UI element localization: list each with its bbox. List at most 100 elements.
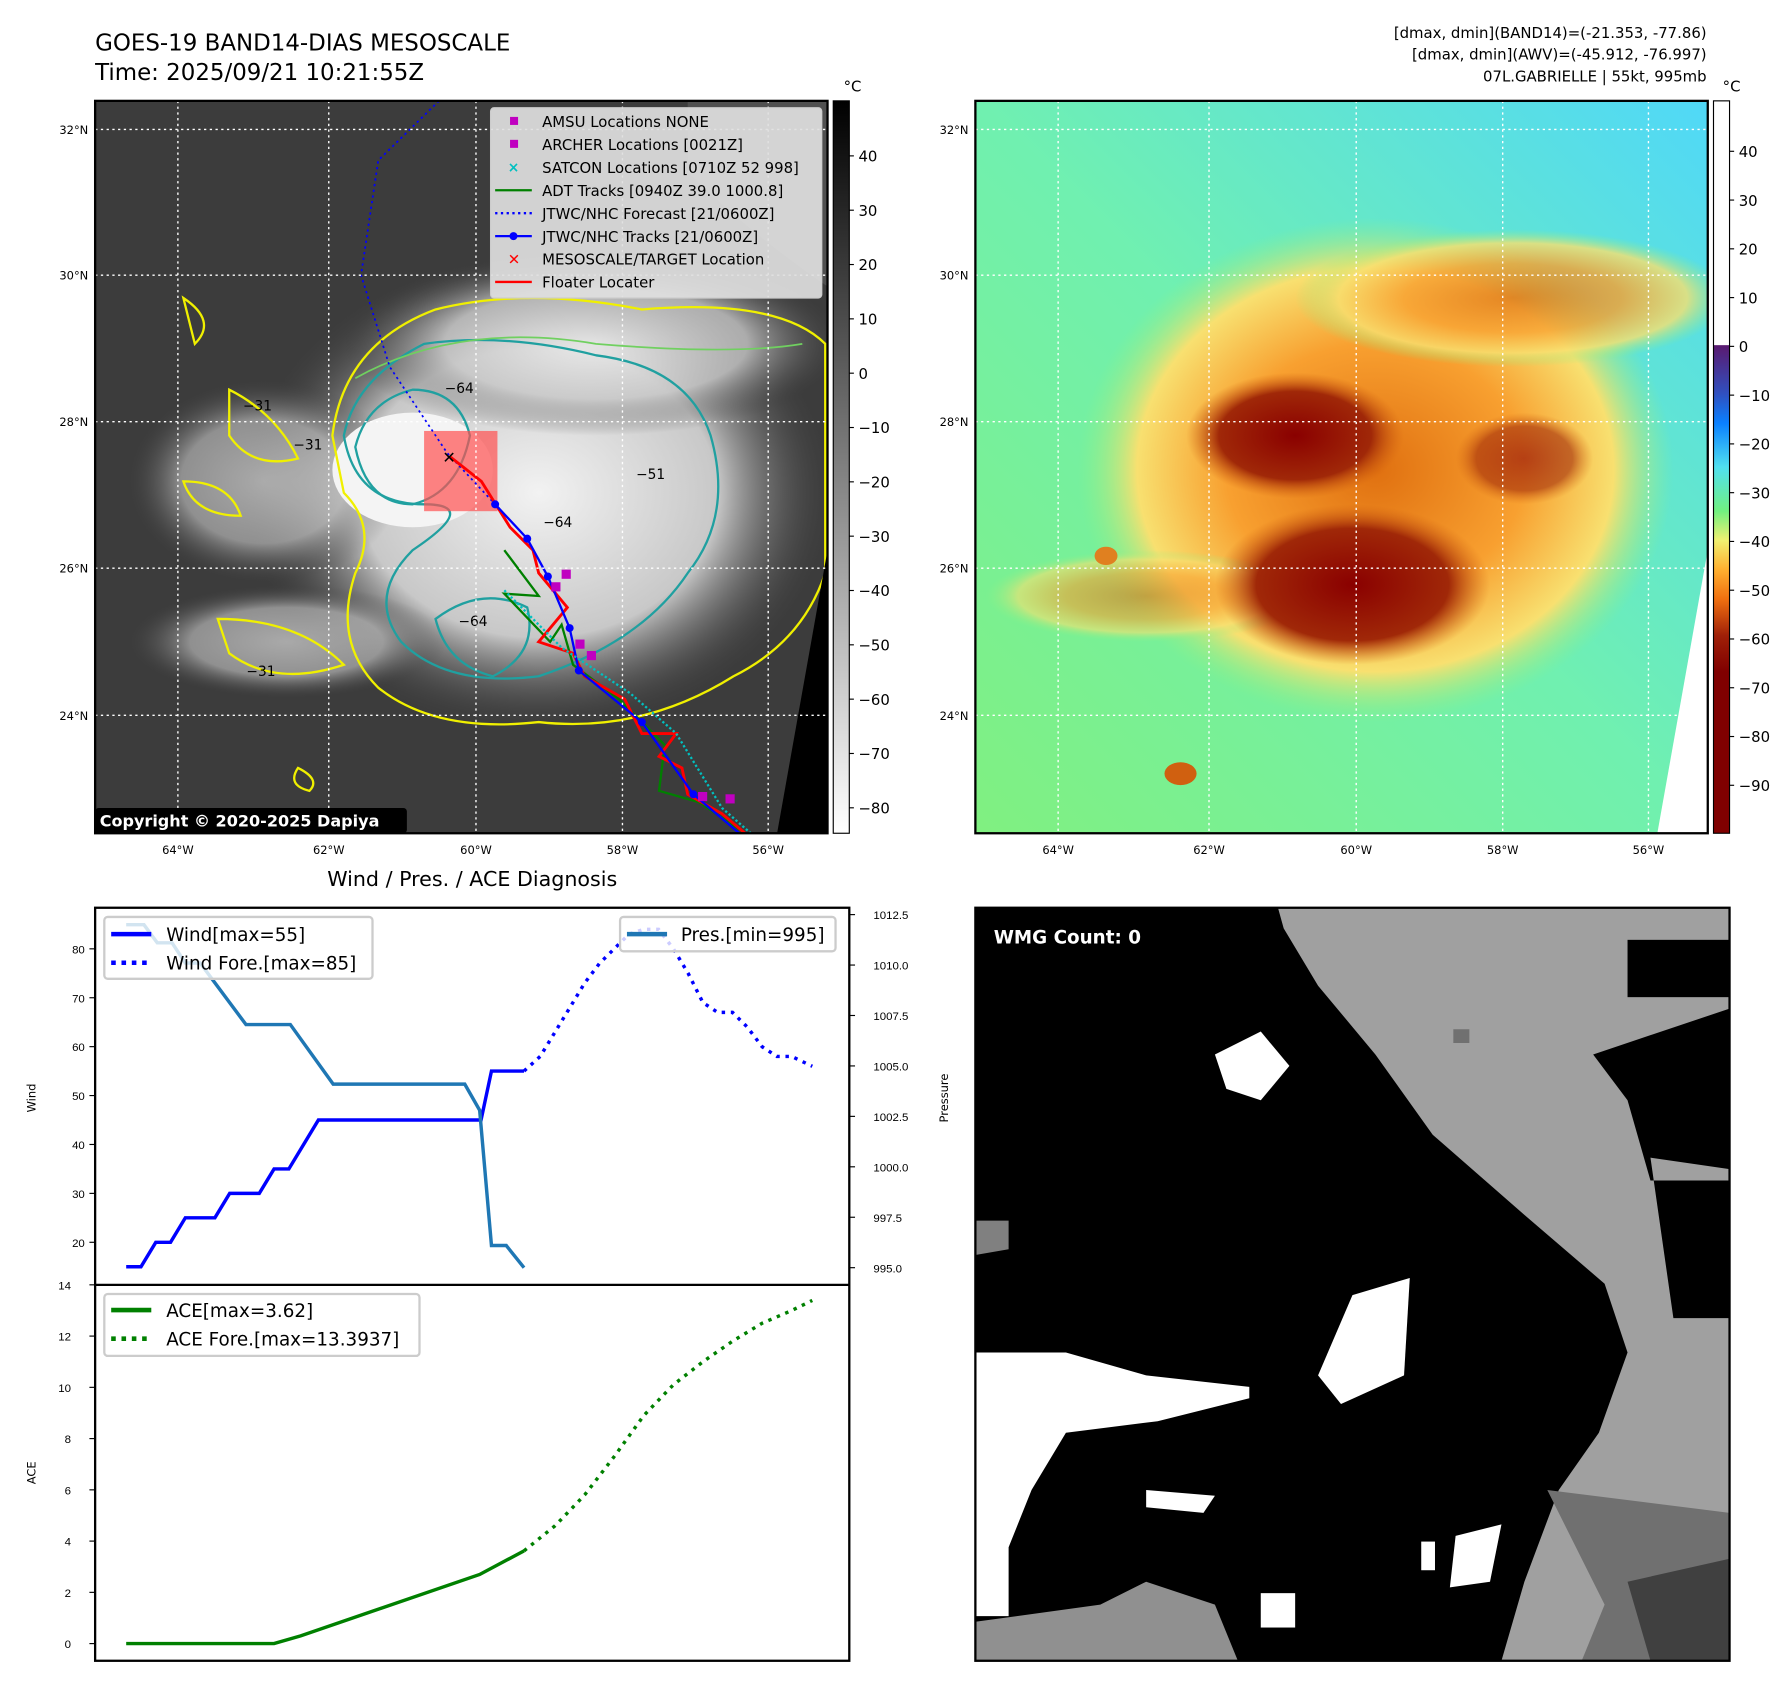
contour-teal: [342, 338, 720, 680]
legend-ace-forecast: ACE Fore.[max=13.3937]: [166, 1330, 399, 1351]
legend-item-label: JTWC/NHC Tracks [21/0600Z]: [541, 228, 758, 246]
legend-item-label: ADT Tracks [0940Z 39.0 1000.8]: [542, 182, 783, 200]
diagnosis-chart: 20304050607080995.0997.51000.01002.51005…: [58, 910, 908, 1651]
square-marker-icon: [510, 116, 519, 125]
legend-item-label: AMSU Locations NONE: [542, 113, 709, 131]
colorbar-tick-label: 0: [858, 365, 867, 383]
contour-label: −31: [293, 437, 322, 453]
contour-label: −31: [243, 398, 272, 414]
lat-label: 32°N: [940, 123, 969, 137]
colorbar-color: [1712, 100, 1731, 834]
info-band14: [dmax, dmin](BAND14)=(-21.353, -77.86): [1394, 24, 1707, 42]
mesoscale-box: [424, 430, 498, 512]
colorbar-tick-label: 30: [1739, 192, 1758, 210]
colorbar-tick-label: 40: [1739, 143, 1758, 161]
contour-yellow: [331, 296, 827, 726]
lon-label: 56°W: [1633, 843, 1665, 857]
contour-label: −31: [246, 664, 275, 680]
lon-label: 58°W: [607, 843, 639, 857]
x-marker-icon: ✕: [508, 251, 520, 269]
colorbar-unit: °C: [1723, 78, 1741, 96]
colorbar-tick-label: −10: [1739, 387, 1770, 405]
x-marker-icon: ×: [508, 160, 520, 176]
colorbar-tick-label: −50: [858, 637, 889, 655]
colorbar-tick-label: −50: [1739, 582, 1770, 600]
jtwc-forecast-track: [360, 100, 496, 505]
wind-tick-label: 50: [72, 1091, 85, 1103]
pressure-tick-label: 997.5: [873, 1213, 902, 1225]
colorbar-tick-label: −40: [1739, 533, 1770, 551]
map-legend: AMSU Locations NONE ARCHER Locations [002…: [489, 107, 823, 299]
colorbar-unit: °C: [844, 78, 862, 96]
wind-tick-label: 30: [72, 1189, 85, 1201]
ace-tick-label: 0: [65, 1639, 71, 1651]
contour-label: −64: [543, 515, 572, 531]
colorbar-tick-label: 20: [858, 256, 877, 274]
info-awv: [dmax, dmin](AWV)=(-45.912, -76.997): [1412, 46, 1707, 64]
colorbar-tick-label: −70: [1739, 679, 1770, 697]
lat-label: 30°N: [940, 269, 969, 283]
lat-label: 26°N: [59, 562, 88, 576]
pressure-tick-label: 1010.0: [873, 961, 908, 973]
wind-legend: Wind[max=55] Wind Fore.[max=85]: [103, 915, 374, 980]
series-ace-max: [126, 1549, 525, 1646]
lon-label: 62°W: [313, 843, 345, 857]
series-ace-fore-max: [522, 1298, 814, 1553]
lon-label: 64°W: [1042, 843, 1074, 857]
wmg-count-badge: [986, 920, 1168, 953]
ace-tick-label: 4: [65, 1537, 72, 1549]
colorbar-tick-label: 20: [1739, 241, 1758, 259]
square-marker-icon: [510, 139, 519, 148]
colorbar-tick-label: −10: [858, 419, 889, 437]
ace-tick-label: 6: [65, 1485, 71, 1497]
colorbar-tick-label: −20: [858, 474, 889, 492]
ace-tick-label: 10: [58, 1383, 71, 1395]
ace-tick-label: 2: [65, 1588, 71, 1600]
wmg-count-label: WMG Count: 0: [994, 927, 1141, 948]
legend-ace: ACE[max=3.62]: [166, 1301, 313, 1322]
wind-tick-label: 40: [72, 1140, 85, 1152]
colorbar-tick-label: −30: [1739, 484, 1770, 502]
pressure-tick-label: 1012.5: [873, 910, 908, 922]
pressure-legend: Pres.[min=995]: [618, 915, 837, 953]
contour-label: −64: [458, 614, 487, 630]
lon-label: 60°W: [460, 843, 492, 857]
legend-item-label: JTWC/NHC Forecast [21/0600Z]: [541, 205, 774, 223]
archer-markers: [551, 569, 735, 804]
lat-label: 24°N: [940, 709, 969, 723]
lat-label: 28°N: [940, 415, 969, 429]
pressure-tick-label: 1000.0: [873, 1162, 908, 1174]
copyright-text: Copyright © 2020-2025 Dapiya: [100, 811, 380, 830]
pressure-tick-label: 1005.0: [873, 1062, 908, 1074]
colorbar-tick-label: −60: [858, 691, 889, 709]
colorbar-grayscale: [832, 100, 850, 834]
colorbar-tick-label: −30: [858, 528, 889, 546]
copyright-badge: [95, 808, 407, 834]
lat-label: 26°N: [940, 562, 969, 576]
colorbar-tick-label: −40: [858, 582, 889, 600]
wind-tick-label: 80: [72, 944, 85, 956]
legend-wind: Wind[max=55]: [166, 925, 305, 946]
lat-label: 30°N: [59, 269, 88, 283]
wind-tick-label: 70: [72, 993, 85, 1005]
ace-tick-label: 14: [58, 1280, 71, 1292]
lat-label: 32°N: [59, 123, 88, 137]
target-location-icon: ✕: [442, 448, 455, 467]
contour-label: −51: [636, 467, 665, 483]
contour-label: −64: [445, 381, 474, 397]
colorbar-tick-label: −80: [1739, 728, 1770, 746]
series-wind-max: [126, 1069, 525, 1269]
ir-color-map: [975, 100, 1708, 834]
legend-item-label: Floater Locater: [542, 274, 655, 292]
colorbar-tick-label: −20: [1739, 436, 1770, 454]
dot-marker-icon: [509, 232, 518, 241]
lat-label: 24°N: [59, 709, 88, 723]
colorbar-tick-label: 0: [1739, 338, 1748, 356]
chart-title: Wind / Pres. / ACE Diagnosis: [327, 867, 617, 891]
pressure-axis-label: Pressure: [937, 1074, 951, 1123]
figure-time: Time: 2025/09/21 10:21:55Z: [94, 60, 424, 86]
adt-track: [501, 549, 746, 834]
wind-tick-label: 60: [72, 1042, 85, 1054]
wind-tick-label: 20: [72, 1238, 85, 1250]
